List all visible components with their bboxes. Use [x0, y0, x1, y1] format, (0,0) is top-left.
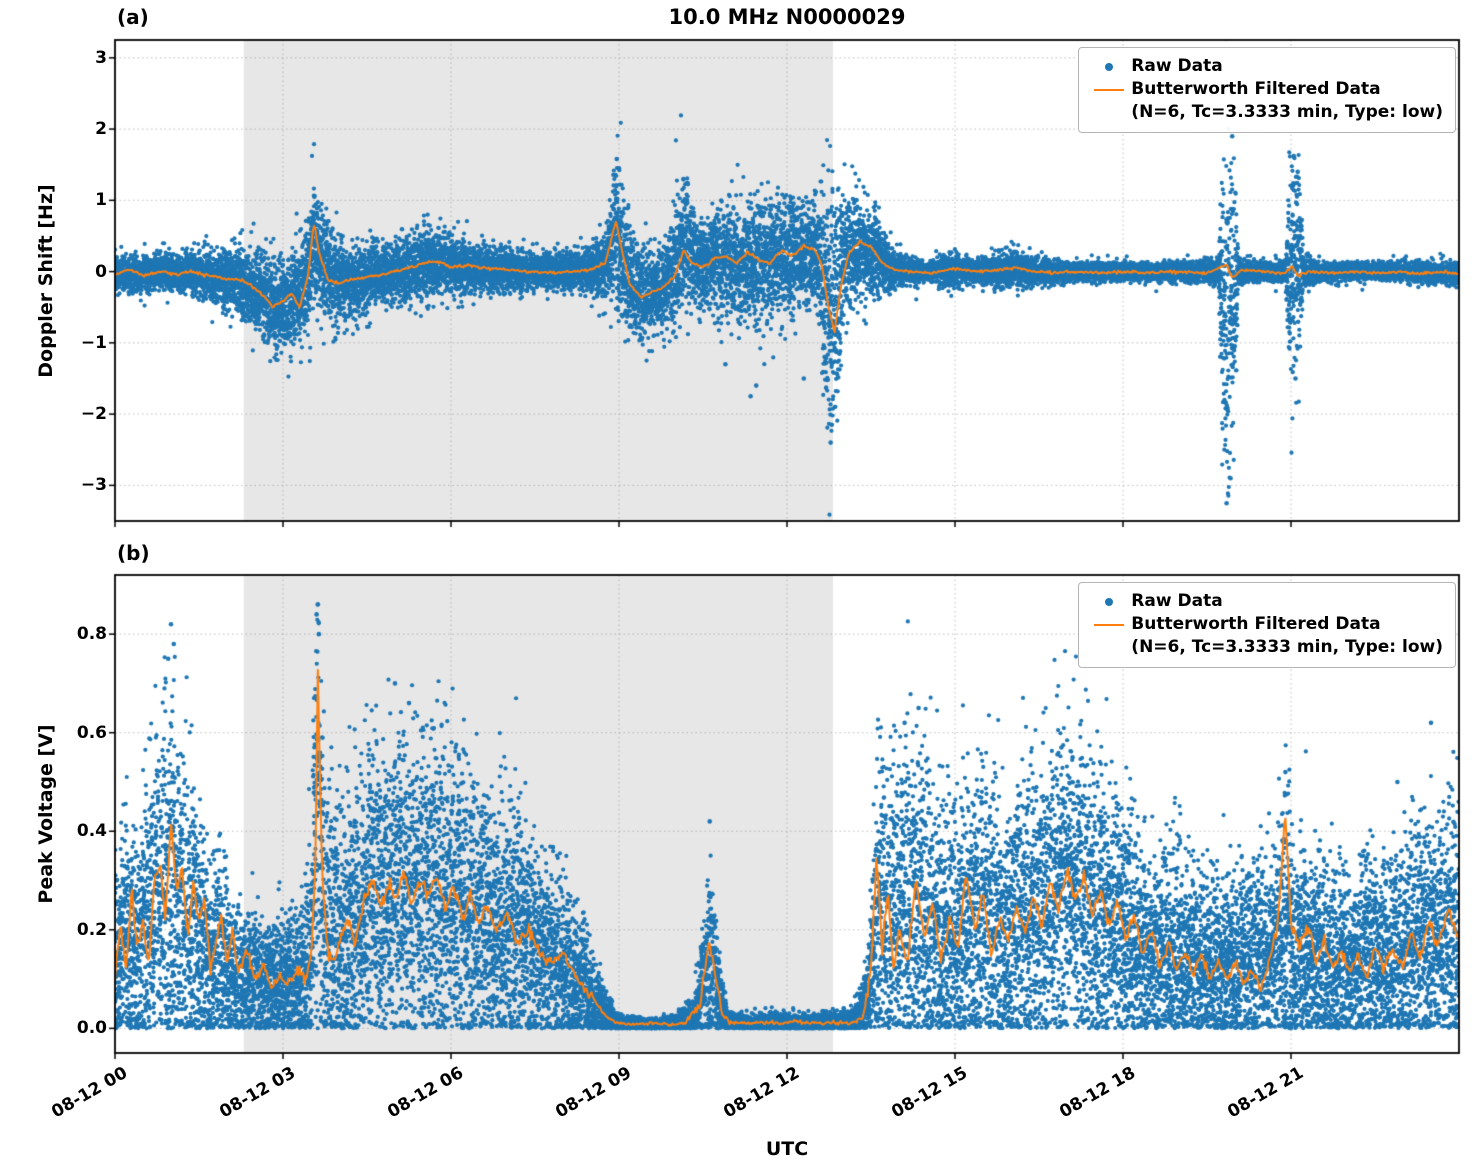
- legend-raw-label: Raw Data: [1131, 591, 1223, 611]
- y-axis-label-b: Peak Voltage [V]: [35, 724, 57, 904]
- legend-raw-label: Raw Data: [1131, 56, 1223, 76]
- panel-label-a: (a): [117, 5, 149, 29]
- raw-data-marker: [1105, 63, 1114, 71]
- legend-filtered-sublabel: (N=6, Tc=3.3333 min, Type: low): [1131, 102, 1443, 122]
- legend-filtered-label: Butterworth Filtered Data: [1131, 79, 1381, 99]
- panel-label-b: (b): [117, 541, 150, 565]
- raw-data-marker: [1105, 598, 1114, 606]
- legend-entry-filtered: Butterworth Filtered Data (N=6, Tc=3.3333…: [1087, 613, 1443, 659]
- y-axis-label-a: Doppler Shift [Hz]: [35, 184, 57, 378]
- figure-title: 10.0 MHz N0000029: [668, 5, 906, 29]
- x-axis-label: UTC: [765, 1138, 809, 1160]
- filtered-data-marker: [1094, 624, 1125, 626]
- legend-filtered-label: Butterworth Filtered Data: [1131, 614, 1381, 634]
- legend-entry-raw: Raw Data: [1087, 55, 1443, 78]
- legend-entry-filtered: Butterworth Filtered Data (N=6, Tc=3.3333…: [1087, 78, 1443, 124]
- filtered-data-marker: [1094, 89, 1125, 91]
- legend-filtered-sublabel: (N=6, Tc=3.3333 min, Type: low): [1131, 637, 1443, 657]
- legend-b: Raw Data Butterworth Filtered Data (N=6, …: [1078, 582, 1456, 668]
- legend-entry-raw: Raw Data: [1087, 590, 1443, 613]
- legend-a: Raw Data Butterworth Filtered Data (N=6, …: [1078, 47, 1456, 133]
